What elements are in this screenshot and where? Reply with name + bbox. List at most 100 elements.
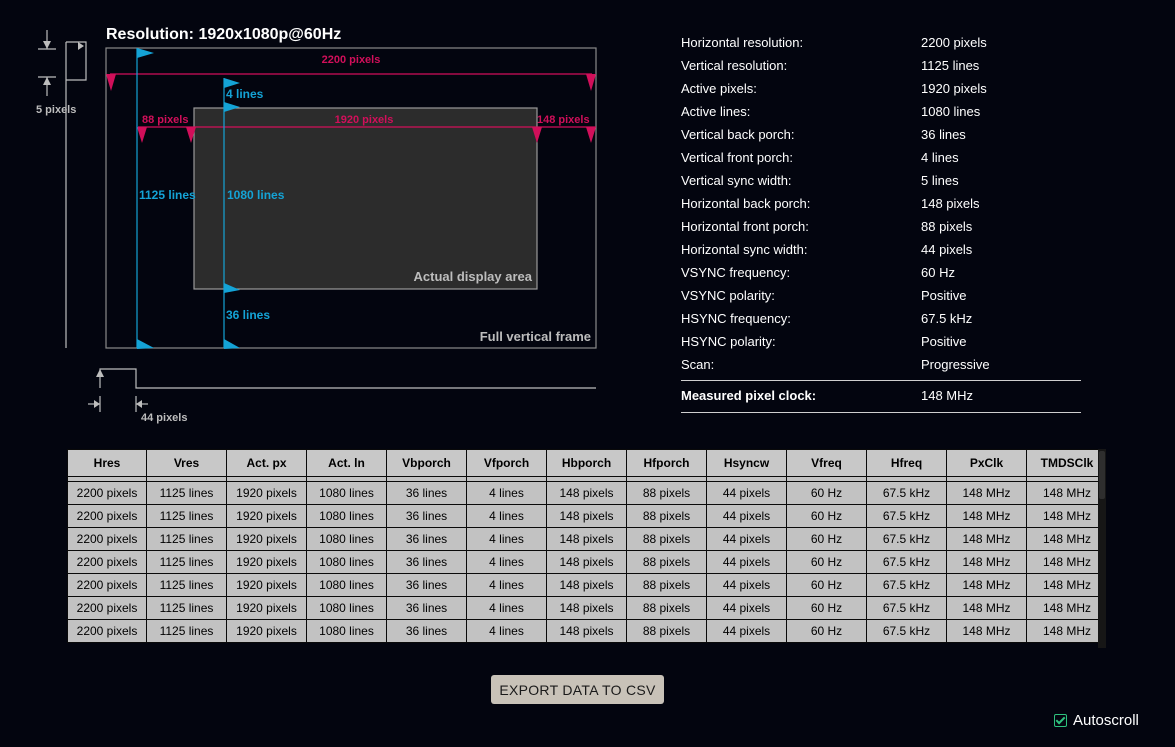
column-header[interactable]: Hfreq (866, 449, 947, 477)
info-row: HSYNC polarity: Positive (681, 330, 1081, 353)
info-row: Horizontal resolution: 2200 pixels (681, 31, 1081, 54)
vbp-label: 36 lines (226, 308, 270, 322)
table-cell: 1125 lines (146, 573, 227, 597)
timing-table-container[interactable]: Hres Vres Act. px Act. ln Vbporch Vfporch Hbpo… (67, 449, 1106, 648)
table-cell: 1080 lines (306, 550, 387, 574)
table-cell: 60 Hz (786, 573, 867, 597)
table-cell: 36 lines (386, 527, 467, 551)
column-header[interactable]: Act. ln (306, 449, 387, 477)
table-cell: 1125 lines (146, 481, 227, 505)
active-display-area (193, 107, 538, 290)
column-header[interactable]: Hbporch (546, 449, 627, 477)
column-header[interactable]: TMDSClk (1026, 449, 1106, 477)
table-spacer-row (67, 476, 1106, 482)
autoscroll-toggle[interactable]: Autoscroll (1054, 710, 1139, 730)
info-row: Vertical sync width: 5 lines (681, 169, 1081, 192)
info-row: Active pixels: 1920 pixels (681, 77, 1081, 100)
table-cell: 148 MHz (946, 527, 1027, 551)
info-divider (681, 380, 1081, 381)
pixel-clock-label: Measured pixel clock: (681, 388, 817, 403)
table-cell: 1920 pixels (226, 550, 307, 574)
scrollbar-thumb[interactable] (1099, 451, 1105, 499)
column-header[interactable]: Hres (67, 449, 147, 477)
info-label: Horizontal resolution: (681, 35, 804, 50)
table-cell: 1080 lines (306, 527, 387, 551)
table-row[interactable]: 2200 pixels 1125 lines 1920 pixels 1080 lin… (67, 481, 1106, 505)
column-header[interactable]: PxClk (946, 449, 1027, 477)
table-cell: 2200 pixels (67, 481, 147, 505)
info-row: Horizontal back porch: 148 pixels (681, 192, 1081, 215)
table-cell: 1920 pixels (226, 596, 307, 620)
table-cell: 1080 lines (306, 504, 387, 528)
table-cell: 1080 lines (306, 481, 387, 505)
info-label: Vertical sync width: (681, 173, 792, 188)
full-frame-outline (105, 47, 597, 349)
table-cell: 148 pixels (546, 481, 627, 505)
vsync-width-label: 5 pixels (36, 104, 76, 116)
table-cell: 1125 lines (146, 550, 227, 574)
active-area-label: Actual display area (414, 269, 533, 284)
table-cell: 44 pixels (706, 481, 787, 505)
table-row[interactable]: 2200 pixels 1125 lines 1920 pixels 1080 lin… (67, 619, 1106, 643)
info-row: Vertical front porch: 4 lines (681, 146, 1081, 169)
table-row[interactable]: 2200 pixels 1125 lines 1920 pixels 1080 lin… (67, 573, 1106, 597)
table-cell: 1920 pixels (226, 619, 307, 643)
column-header[interactable]: Vbporch (386, 449, 467, 477)
table-cell: 60 Hz (786, 504, 867, 528)
info-value: 2200 pixels (921, 35, 987, 50)
table-cell: 4 lines (466, 619, 547, 643)
table-cell: 67.5 kHz (866, 504, 947, 528)
table-cell: 148 MHz (946, 481, 1027, 505)
info-label: HSYNC polarity: (681, 334, 776, 349)
table-cell: 67.5 kHz (866, 619, 947, 643)
total-v-label: 1125 lines (139, 188, 196, 202)
table-cell: 148 MHz (946, 596, 1027, 620)
column-header[interactable]: Vfreq (786, 449, 867, 477)
info-label: Horizontal front porch: (681, 219, 809, 234)
info-value: Positive (921, 288, 967, 303)
export-csv-button[interactable]: EXPORT DATA TO CSV (491, 675, 664, 704)
table-cell: 36 lines (386, 619, 467, 643)
table-cell: 36 lines (386, 481, 467, 505)
column-header[interactable]: Vfporch (466, 449, 547, 477)
info-value: 88 pixels (921, 219, 973, 234)
pixel-clock-row: Measured pixel clock: 148 MHz (681, 385, 1081, 407)
table-cell: 4 lines (466, 527, 547, 551)
info-value: 44 pixels (921, 242, 973, 257)
table-header-row: Hres Vres Act. px Act. ln Vbporch Vfporch Hbpo… (67, 449, 1106, 477)
table-cell: 88 pixels (626, 619, 707, 643)
table-cell: 148 MHz (946, 619, 1027, 643)
column-header[interactable]: Hsyncw (706, 449, 787, 477)
autoscroll-label: Autoscroll (1073, 711, 1139, 729)
table-cell: 148 MHz (946, 550, 1027, 574)
info-value: 60 Hz (921, 265, 955, 280)
info-row: Active lines: 1080 lines (681, 100, 1081, 123)
table-row[interactable]: 2200 pixels 1125 lines 1920 pixels 1080 lin… (67, 550, 1106, 574)
table-cell: 44 pixels (706, 504, 787, 528)
full-frame-label: Full vertical frame (480, 329, 591, 344)
column-header[interactable]: Hfporch (626, 449, 707, 477)
info-label: Horizontal back porch: (681, 196, 811, 211)
table-cell: 148 MHz (1026, 527, 1106, 551)
info-value: Positive (921, 334, 967, 349)
info-label: Active pixels: (681, 81, 757, 96)
table-cell: 148 pixels (546, 596, 627, 620)
table-row[interactable]: 2200 pixels 1125 lines 1920 pixels 1080 lin… (67, 527, 1106, 551)
table-cell: 1920 pixels (226, 527, 307, 551)
table-scrollbar[interactable] (1098, 449, 1106, 648)
table-cell: 67.5 kHz (866, 596, 947, 620)
hsync-width-label: 44 pixels (141, 412, 187, 424)
table-row[interactable]: 2200 pixels 1125 lines 1920 pixels 1080 lin… (67, 596, 1106, 620)
info-row: Vertical back porch: 36 lines (681, 123, 1081, 146)
table-cell: 1125 lines (146, 527, 227, 551)
column-header[interactable]: Vres (146, 449, 227, 477)
table-cell: 67.5 kHz (866, 550, 947, 574)
autoscroll-checkbox-icon[interactable] (1054, 713, 1067, 727)
hsync-arrows (94, 369, 142, 408)
table-cell: 2200 pixels (67, 619, 147, 643)
table-row[interactable]: 2200 pixels 1125 lines 1920 pixels 1080 lin… (67, 504, 1106, 528)
column-header[interactable]: Act. px (226, 449, 307, 477)
table-cell: 1125 lines (146, 619, 227, 643)
timing-table: Hres Vres Act. px Act. ln Vbporch Vfporch Hbpo… (67, 449, 1106, 643)
